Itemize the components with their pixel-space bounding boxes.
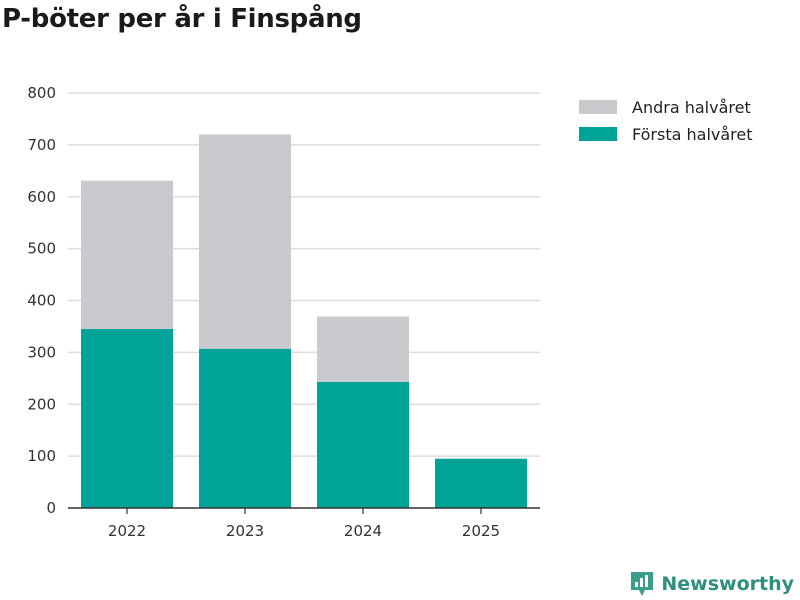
bar-forsta-halvaret-2022 (81, 329, 173, 508)
bar-forsta-halvaret-2025 (435, 458, 527, 508)
x-tick-label: 2025 (462, 522, 500, 540)
y-tick-label: 0 (46, 499, 56, 517)
y-tick-label: 600 (27, 188, 56, 206)
legend-swatch (579, 100, 617, 114)
y-tick-label: 300 (27, 343, 56, 361)
bar-forsta-halvaret-2023 (199, 348, 291, 508)
y-tick-label: 700 (27, 136, 56, 154)
legend-label: Andra halvåret (632, 98, 751, 117)
y-tick-label: 500 (27, 240, 56, 258)
legend-swatch (579, 127, 617, 141)
y-tick-label: 100 (27, 447, 56, 465)
legend-label: Första halvåret (632, 125, 753, 144)
bar-andra-halvaret-2023 (199, 134, 291, 349)
bar-andra-halvaret-2022 (81, 180, 173, 330)
brand-logo: Newsworthy (629, 570, 794, 598)
page-title: P-böter per år i Finspång (2, 4, 362, 34)
x-tick-label: 2023 (226, 522, 264, 540)
bars (81, 134, 527, 508)
y-tick-label: 400 (27, 292, 56, 310)
axes: 0 100 200 300 400 500 600 700 800 2022 2023 2024 202… (27, 84, 540, 540)
y-tick-label: 800 (27, 84, 56, 102)
x-tick-label: 2024 (344, 522, 382, 540)
brand-name: Newsworthy (661, 573, 794, 595)
bar-forsta-halvaret-2024 (317, 381, 409, 508)
bar-andra-halvaret-2024 (317, 316, 409, 382)
y-tick-label: 200 (27, 395, 56, 413)
legend: Andra halvåret Första halvåret (579, 98, 753, 144)
x-tick-label: 2022 (108, 522, 146, 540)
newsworthy-logo-icon (631, 572, 654, 596)
